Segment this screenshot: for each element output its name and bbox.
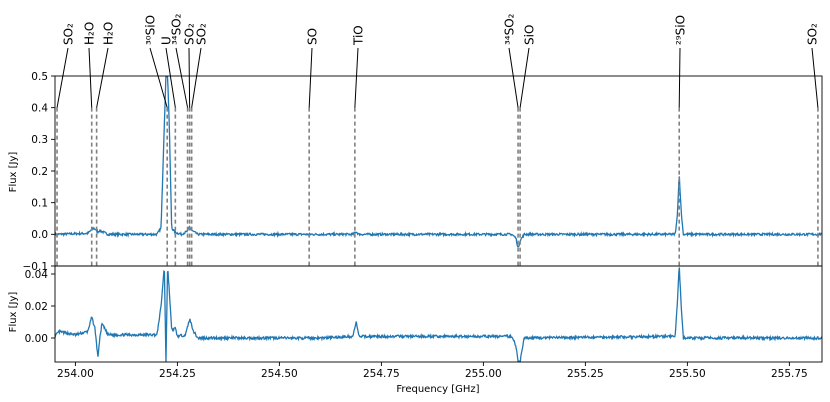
bottom-ylabel: Flux [Jy]	[8, 292, 19, 333]
label-connector	[149, 47, 168, 108]
y-tick-label: 0.4	[31, 102, 48, 114]
line-label: U	[160, 36, 174, 45]
line-label: SO	[306, 28, 320, 45]
x-tick-label: 255.25	[567, 368, 604, 380]
top-ylabel: Flux [Jy]	[8, 152, 19, 193]
label-connector	[56, 47, 69, 108]
y-tick-label: 0.0	[31, 229, 48, 241]
x-tick-label: 254.25	[159, 368, 196, 380]
line-label: SO₂	[183, 23, 197, 45]
label-connector	[175, 47, 189, 108]
spectrum-series	[55, 267, 822, 362]
x-tick-label: 254.00	[57, 368, 94, 380]
y-tick-label: 0.04	[25, 269, 49, 281]
y-tick-label: 0.3	[31, 134, 48, 146]
line-label: SO₂	[62, 23, 76, 45]
label-connector	[308, 47, 313, 108]
bottom-panel: 0.00 0.02 0.04 254.00 254.25 254.50 254.75 255.…	[25, 265, 823, 380]
line-label: SO₂	[806, 23, 820, 45]
label-connector	[96, 47, 109, 108]
line-label: H₂O	[102, 22, 116, 45]
y-tick-label: 0.1	[31, 197, 48, 209]
label-connector	[165, 47, 176, 108]
x-axis-label: Frequency [GHz]	[396, 384, 479, 395]
top-panel: −0.1 0.0 0.1 0.2 0.3 0.4 0.5	[23, 71, 823, 273]
line-label: ³⁴SO₂	[503, 13, 517, 45]
label-connector	[678, 47, 681, 108]
line-label: ³⁰SiO	[144, 15, 158, 45]
label-connector	[519, 47, 530, 108]
label-connector	[354, 47, 359, 108]
line-label: H₂O	[83, 22, 97, 45]
x-tick-label: 255.75	[771, 368, 808, 380]
y-tick-label: 0.5	[31, 71, 48, 83]
line-label: TiO	[352, 25, 366, 46]
label-connector	[508, 47, 519, 108]
line-label: SiO	[523, 25, 537, 45]
y-tick-label: 0.02	[25, 301, 48, 313]
x-tick-label: 254.75	[363, 368, 400, 380]
y-tick-label: 0.00	[25, 333, 48, 345]
line-label: SO₂	[195, 23, 209, 45]
x-tick-label: 255.00	[465, 368, 502, 380]
line-label: ³⁴SO₂	[170, 13, 184, 45]
label-connector	[191, 47, 202, 108]
y-tick-label: 0.2	[31, 166, 48, 178]
line-label: ²⁹SiO	[674, 15, 688, 45]
y-tick-label: −0.1	[23, 261, 49, 273]
label-connector	[811, 47, 819, 108]
axes-frame	[54, 265, 823, 363]
spectrum-series	[55, 76, 822, 248]
x-tick-label: 255.50	[669, 368, 706, 380]
label-connector	[188, 47, 191, 108]
label-connector	[88, 47, 93, 108]
x-tick-label: 254.50	[261, 368, 298, 380]
